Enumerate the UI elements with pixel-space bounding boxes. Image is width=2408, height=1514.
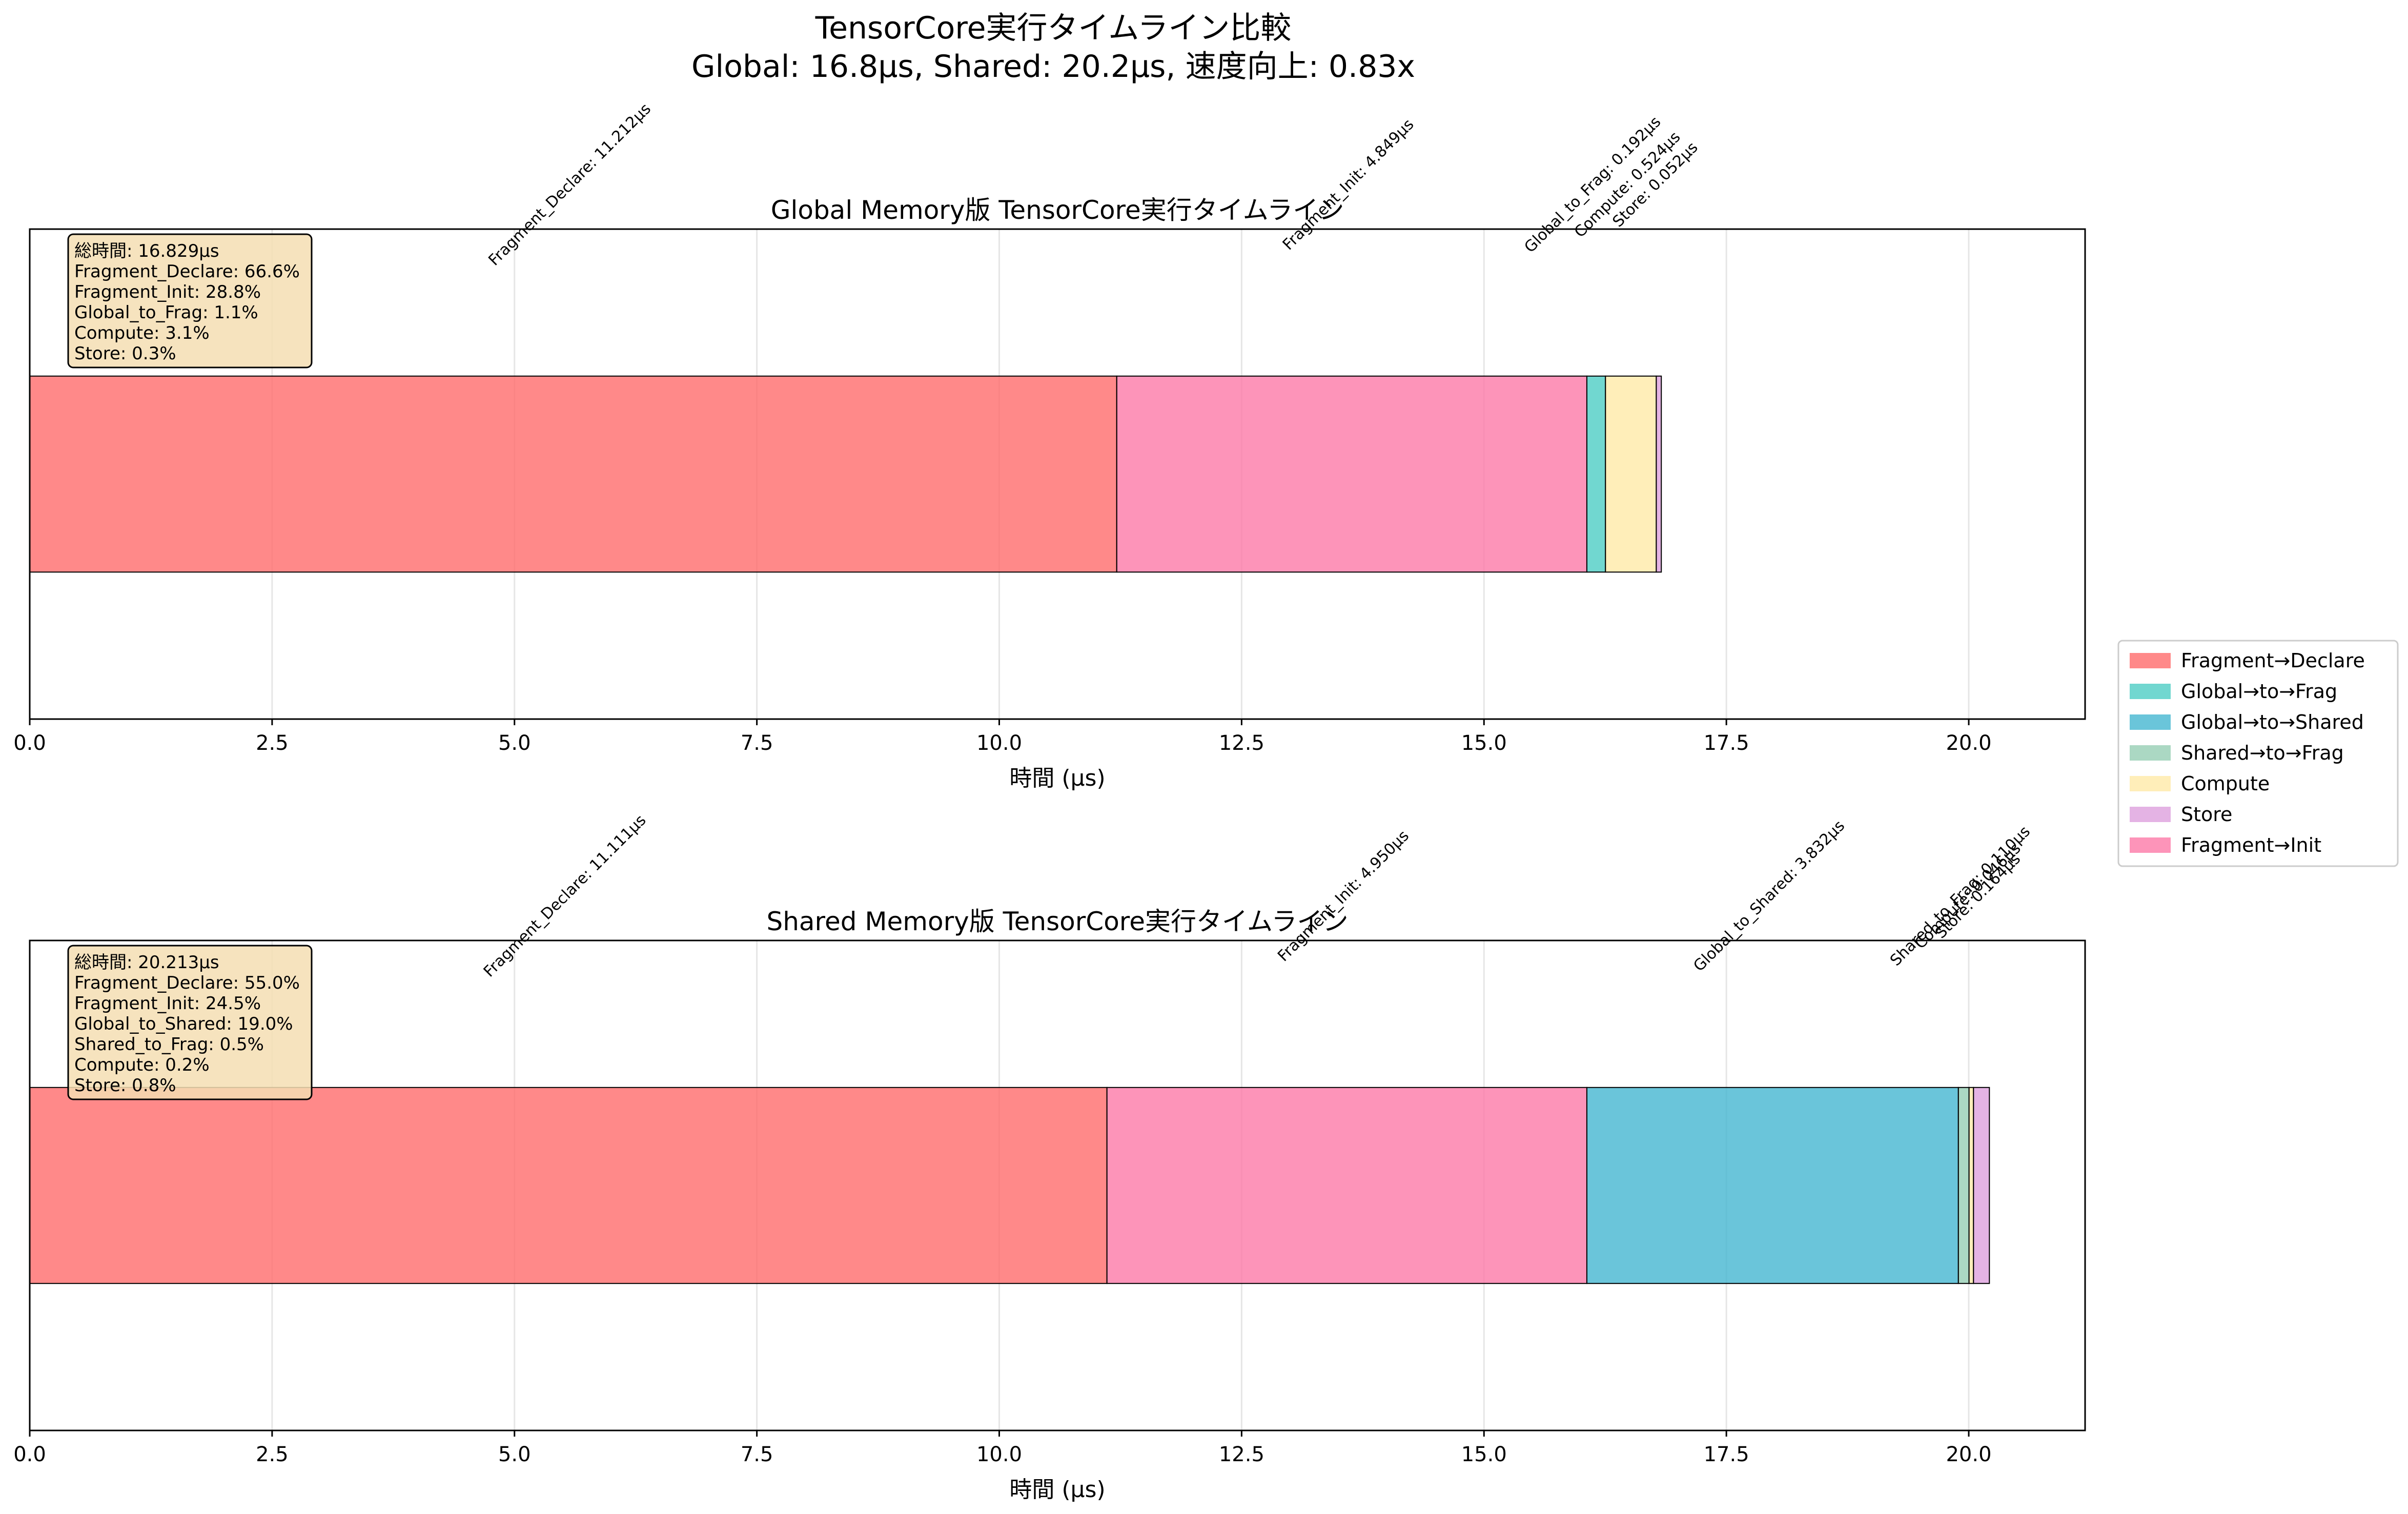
summary-line: 総時間: 20.213μs	[74, 952, 219, 973]
segment-data-label: Fragment_Declare: 11.212μs	[485, 100, 655, 270]
x-tick-label: 15.0	[1461, 731, 1507, 755]
x-tick-label: 0.0	[13, 1443, 46, 1466]
x-tick-label: 10.0	[976, 1443, 1022, 1466]
legend-swatch	[2130, 653, 2171, 668]
bar-segment-fragment-declare	[29, 375, 1117, 573]
segment-data-label: Fragment_Init: 4.950μs	[1274, 827, 1413, 965]
legend-swatch	[2130, 837, 2171, 853]
legend-swatch	[2130, 745, 2171, 761]
summary-line: Store: 0.3%	[74, 343, 176, 364]
bar-segment-global-to-frag	[1586, 375, 1606, 573]
legend-label: Fragment→Declare	[2181, 649, 2365, 672]
segment-data-label: Store: 0.164μs	[1932, 850, 2024, 942]
summary-line: Compute: 0.2%	[74, 1055, 210, 1075]
x-tick-label: 5.0	[498, 1443, 531, 1466]
legend-frame	[2117, 640, 2399, 867]
legend-swatch	[2130, 776, 2171, 791]
chart-panel-1: 0.0 2.5 5.0 7.5 10.0 12.5 15.0 17.5 20.0 Fragment…	[13, 100, 2086, 791]
bar-segment-global-to-shared	[1586, 1087, 1959, 1284]
plot-frame	[29, 228, 2086, 720]
x-axis-label: 時間 (μs)	[1009, 1477, 1105, 1503]
x-tick-label: 20.0	[1946, 1443, 1991, 1466]
panel-title: Shared Memory版 TensorCore実行タイムライン	[766, 907, 1348, 936]
bar-segment-compute	[1605, 375, 1657, 573]
bar-segment-shared-to-frag	[1957, 1087, 1970, 1284]
legend: Fragment→Declare Global→to→Frag Global→to→…	[2117, 640, 2399, 867]
x-axis-label: 時間 (μs)	[1009, 765, 1105, 791]
x-tick-label: 17.5	[1704, 1443, 1749, 1466]
legend-swatch	[2130, 684, 2171, 699]
legend-label: Store	[2181, 803, 2232, 826]
chart-panel-2: 0.0 2.5 5.0 7.5 10.0 12.5 15.0 17.5 20.0 Fragment…	[13, 811, 2086, 1503]
x-tick-label: 2.5	[256, 1443, 289, 1466]
summary-line: Store: 0.8%	[74, 1075, 176, 1096]
legend-label: Global→to→Shared	[2181, 711, 2364, 733]
figure-title-line1: TensorCore実行タイムライン比較	[815, 10, 1292, 46]
x-tick-label: 20.0	[1946, 731, 1991, 755]
segment-data-label: Fragment_Init: 4.849μs	[1279, 115, 1418, 254]
summary-line: Shared_to_Frag: 0.5%	[74, 1034, 264, 1055]
x-tick-label: 12.5	[1219, 731, 1264, 755]
legend-swatch	[2130, 714, 2171, 730]
x-tick-label: 2.5	[256, 731, 289, 755]
bar-segment-fragment-init	[1116, 375, 1587, 573]
legend-label: Fragment→Init	[2181, 834, 2321, 856]
figure-title-line2: Global: 16.8μs, Shared: 20.2μs, 速度向上: 0.…	[691, 49, 1415, 85]
bar-segment-fragment-init	[1106, 1087, 1587, 1284]
bar-segment-store	[1656, 375, 1662, 573]
panel-title: Global Memory版 TensorCore実行タイムライン	[771, 195, 1344, 225]
plot-frame	[29, 939, 2086, 1431]
summary-line: Compute: 3.1%	[74, 323, 210, 343]
summary-line: Fragment_Init: 24.5%	[74, 993, 261, 1014]
x-tick-label: 17.5	[1704, 731, 1749, 755]
legend-label: Global→to→Frag	[2181, 680, 2337, 703]
x-tick-label: 7.5	[741, 1443, 773, 1466]
segment-data-label: Global_to_Shared: 3.832μs	[1690, 817, 1848, 975]
bar-segment-store	[1973, 1087, 1990, 1284]
summary-line: Fragment_Declare: 66.6%	[74, 261, 300, 282]
legend-label: Shared→to→Frag	[2181, 742, 2344, 764]
x-tick-label: 0.0	[13, 731, 46, 755]
x-tick-label: 15.0	[1461, 1443, 1507, 1466]
summary-line: Global_to_Frag: 1.1%	[74, 302, 258, 323]
x-tick-label: 7.5	[741, 731, 773, 755]
charts-layer: 0.0 2.5 5.0 7.5 10.0 12.5 15.0 17.5 20.0 Fragment…	[13, 100, 2086, 1503]
summary-line: Global_to_Shared: 19.0%	[74, 1014, 293, 1034]
x-tick-label: 12.5	[1219, 1443, 1264, 1466]
x-tick-label: 5.0	[498, 731, 531, 755]
summary-box	[67, 233, 313, 369]
summary-box	[67, 945, 313, 1100]
bar-segment-fragment-declare	[29, 1087, 1108, 1284]
summary-line: 総時間: 16.829μs	[74, 241, 219, 261]
segment-data-label: Fragment_Declare: 11.111μs	[480, 811, 650, 981]
bar-segment-compute	[1968, 1087, 1974, 1284]
summary-line: Fragment_Init: 28.8%	[74, 282, 261, 302]
legend-label: Compute	[2181, 772, 2270, 795]
legend-swatch	[2130, 807, 2171, 822]
x-tick-label: 10.0	[976, 731, 1022, 755]
summary-line: Fragment_Declare: 55.0%	[74, 973, 300, 993]
